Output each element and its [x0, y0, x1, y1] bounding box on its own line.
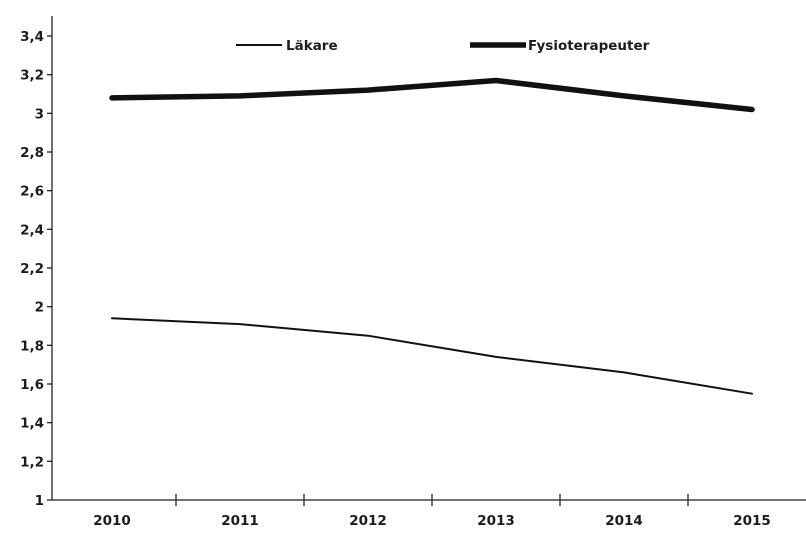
x-axis: 2010 2011 2012 2013 2014 2015	[52, 494, 806, 529]
y-tick-label: 3,4	[20, 29, 44, 45]
x-tick-label: 2011	[221, 513, 259, 529]
x-tick-label: 2014	[605, 513, 643, 529]
x-tick-label: 2013	[477, 513, 515, 529]
series-line-fysioterapeuter	[109, 77, 755, 113]
legend-label-fysioterapeuter: Fysioterapeuter	[528, 38, 650, 54]
y-tick-label: 3	[35, 106, 44, 122]
y-tick-label: 2,4	[20, 222, 44, 238]
y-tick-label: 1,2	[20, 454, 44, 470]
y-tick-label: 3,2	[20, 68, 44, 84]
x-tick-label: 2012	[349, 513, 387, 529]
series-lines	[109, 77, 755, 395]
legend-label-lakare: Läkare	[286, 38, 338, 54]
y-tick-label: 1,8	[20, 338, 44, 354]
legend: Läkare Fysioterapeuter	[236, 38, 650, 54]
y-tick-label: 2	[35, 300, 44, 316]
series-line-lakare	[111, 317, 753, 395]
y-tick-label: 1,6	[20, 377, 44, 393]
x-tick-label: 2015	[733, 513, 771, 529]
y-tick-label: 2,8	[20, 145, 44, 161]
x-tick-label: 2010	[93, 513, 131, 529]
y-axis: 1 1,2 1,4 1,6 1,8 2 2,2 2,4 2,6 2,8 3 3,2 3,4	[20, 16, 53, 509]
y-tick-label: 2,6	[20, 184, 44, 200]
y-tick-label: 1	[35, 493, 44, 509]
y-tick-label: 1,4	[20, 416, 44, 432]
y-tick-label: 2,2	[20, 261, 44, 277]
